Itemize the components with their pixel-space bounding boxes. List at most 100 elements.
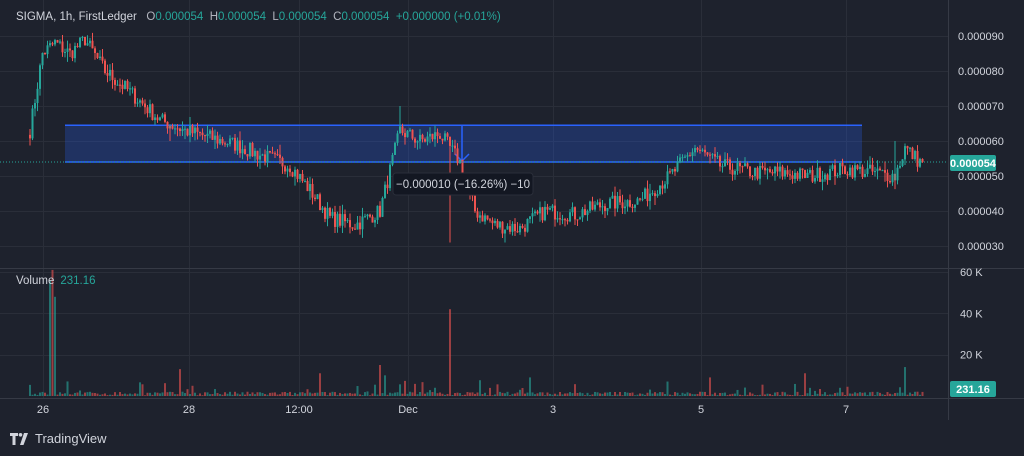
- volume-bar: [884, 394, 886, 396]
- candle-body: [819, 167, 821, 182]
- volume-bar: [334, 392, 336, 396]
- volume-bar: [96, 393, 99, 396]
- candle-body: [366, 214, 369, 217]
- volume-bar: [389, 392, 391, 396]
- volume-bar: [444, 394, 446, 396]
- volume-bar: [291, 394, 294, 396]
- volume-bar: [289, 391, 291, 396]
- candle-body: [41, 52, 44, 66]
- volume-bar: [481, 394, 484, 396]
- volume-bar: [629, 392, 631, 396]
- volume-bar: [349, 392, 351, 396]
- price-tick-label: 0.000060: [958, 136, 1004, 148]
- volume-bar: [384, 375, 386, 396]
- volume-bar: [386, 394, 389, 396]
- candle-body: [704, 149, 706, 153]
- candle-body: [594, 204, 596, 210]
- candle-body: [409, 129, 411, 131]
- candle-body: [881, 170, 884, 172]
- volume-bar: [341, 394, 344, 396]
- price-tick-label: 0.000080: [958, 66, 1004, 78]
- candle-body: [296, 169, 299, 179]
- volume-bar: [396, 392, 399, 396]
- volume-bar: [51, 269, 54, 396]
- candle-body: [844, 166, 846, 175]
- candle-body: [859, 166, 861, 170]
- candle-body: [724, 159, 726, 167]
- volume-bar: [336, 394, 339, 396]
- candle-body: [44, 52, 46, 55]
- volume-bar: [401, 393, 404, 396]
- volume-bar: [876, 391, 879, 396]
- candle-body: [199, 131, 201, 133]
- candle-body: [454, 145, 456, 149]
- volume-bar: [464, 394, 466, 396]
- volume-bar: [234, 391, 236, 396]
- volume-bar: [34, 393, 36, 396]
- candle-body: [101, 56, 104, 61]
- price-tick-label: 0.000090: [958, 31, 1004, 43]
- candle-body: [401, 126, 404, 134]
- volume-bar: [249, 393, 251, 396]
- candle-body: [824, 174, 826, 180]
- close-value: 0.000054: [341, 11, 390, 23]
- candle-body: [29, 134, 31, 139]
- candle-body: [381, 197, 384, 217]
- volume-bar: [356, 386, 359, 396]
- candle-body: [269, 150, 271, 153]
- candle-body: [916, 150, 919, 167]
- candle-body: [896, 167, 899, 181]
- volume-bar: [661, 392, 664, 396]
- volume-bar: [564, 393, 566, 396]
- volume-bar: [351, 393, 354, 396]
- volume-axis[interactable]: 60 K 40 K 20 K: [960, 267, 983, 362]
- candle-body: [31, 108, 34, 139]
- candle-body: [876, 168, 879, 172]
- volume-bar: [264, 394, 266, 396]
- candle-body: [456, 148, 459, 164]
- volume-bar: [259, 392, 261, 396]
- candle-body: [116, 84, 119, 86]
- candle-body: [419, 134, 421, 142]
- candle-body: [204, 135, 206, 137]
- volume-bar: [571, 393, 574, 396]
- candle-body: [189, 125, 191, 136]
- candle-body: [349, 220, 351, 228]
- candle-body: [34, 103, 36, 109]
- volume-bar: [894, 393, 896, 396]
- candle-body: [801, 168, 804, 171]
- volume-bar: [314, 392, 316, 396]
- candle-body: [919, 158, 921, 167]
- tradingview-logo[interactable]: TradingView: [10, 431, 107, 446]
- volume-bar: [329, 392, 331, 396]
- candle-body: [174, 128, 176, 130]
- volume-bar: [804, 373, 806, 396]
- time-tick-label: 12:00: [285, 404, 313, 416]
- time-axis[interactable]: 26 28 12:00 Dec 3 5 7: [37, 404, 849, 416]
- volume-bar: [576, 392, 579, 396]
- volume-bar: [916, 391, 919, 396]
- candle-body: [864, 173, 866, 177]
- volume-bar: [546, 392, 549, 396]
- volume-bar: [684, 393, 686, 396]
- volume-bar: [229, 391, 231, 396]
- volume-tick-label: 20 K: [960, 350, 983, 362]
- symbol-name[interactable]: SIGMA: [16, 11, 54, 23]
- price-axis[interactable]: 0.000090 0.000080 0.000070 0.000060 0.000050…: [958, 31, 1004, 253]
- volume-bar: [489, 387, 491, 396]
- volume-bar: [669, 394, 671, 396]
- volume-bar: [909, 392, 911, 396]
- volume-bar: [246, 391, 249, 396]
- volume-bar: [404, 380, 406, 396]
- volume-bar: [279, 394, 281, 396]
- candle-body: [626, 200, 629, 207]
- interval[interactable]: 1h: [59, 11, 73, 23]
- volume-bar: [659, 392, 661, 396]
- candle-body: [656, 193, 659, 197]
- volume-bar: [439, 392, 441, 396]
- volume-bar: [751, 393, 754, 396]
- measure-label: −0.000010 (−16.26%) −10: [392, 172, 534, 196]
- candle-body: [294, 169, 296, 177]
- volume-bar: [106, 395, 109, 396]
- volume-bar: [626, 392, 629, 396]
